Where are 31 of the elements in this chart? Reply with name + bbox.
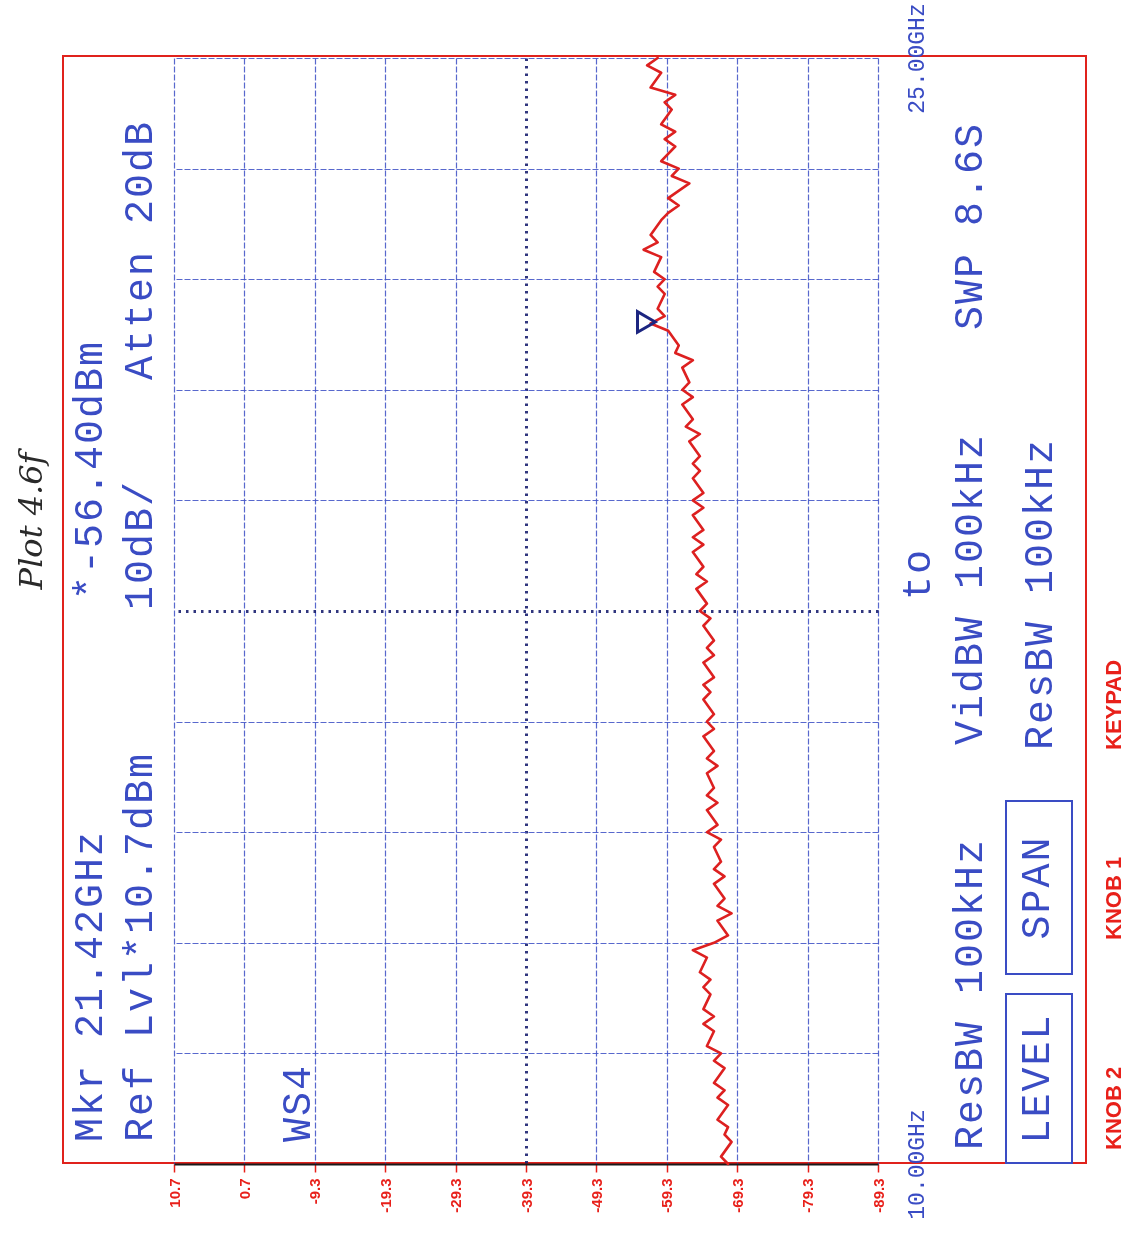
text: Plot 4.6f: [12, 447, 50, 591]
annotation: WS4: [277, 1063, 322, 1142]
text: KEYPAD: [1101, 659, 1126, 750]
text: *-56.40dBm: [69, 339, 114, 600]
button: LEVEL: [1005, 993, 1073, 1164]
x-tick-label: -29.3: [447, 1178, 465, 1213]
x-tick-label: -59.3: [658, 1178, 676, 1213]
text: VidBW 100kHz: [949, 432, 994, 745]
text: to: [897, 547, 942, 600]
text: Mkr 21.42GHz: [69, 829, 114, 1142]
x-tick-label: 10.7: [165, 1178, 183, 1208]
x-tick-label: -9.3: [306, 1178, 324, 1205]
button: SPAN: [1005, 800, 1073, 975]
x-tick-label: -19.3: [376, 1178, 394, 1213]
y-tick-label: 10.00GHz: [904, 1109, 931, 1220]
text: Ref Lvl*10.7dBm: [119, 751, 164, 1142]
x-tick-label: 0.7: [235, 1178, 253, 1200]
text: ResBW 100kHz: [949, 837, 994, 1150]
text: Atten 20dB: [119, 119, 164, 380]
text: ResBW 100kHz: [1019, 437, 1064, 750]
y-tick-label: 25.00GHz: [904, 3, 931, 114]
text: KNOB 1: [1101, 856, 1126, 940]
text: 10dB/: [119, 479, 164, 610]
x-tick-label: -89.3: [869, 1178, 887, 1213]
x-tick-label: -39.3: [517, 1178, 535, 1213]
x-tick-label: -69.3: [728, 1178, 746, 1213]
x-tick-label: -79.3: [799, 1178, 817, 1213]
line-series: [642, 56, 733, 1166]
x-tick-label: -49.3: [587, 1178, 605, 1213]
text: SWP 8.6S: [949, 121, 994, 330]
text: KNOB 2: [1101, 1066, 1126, 1150]
